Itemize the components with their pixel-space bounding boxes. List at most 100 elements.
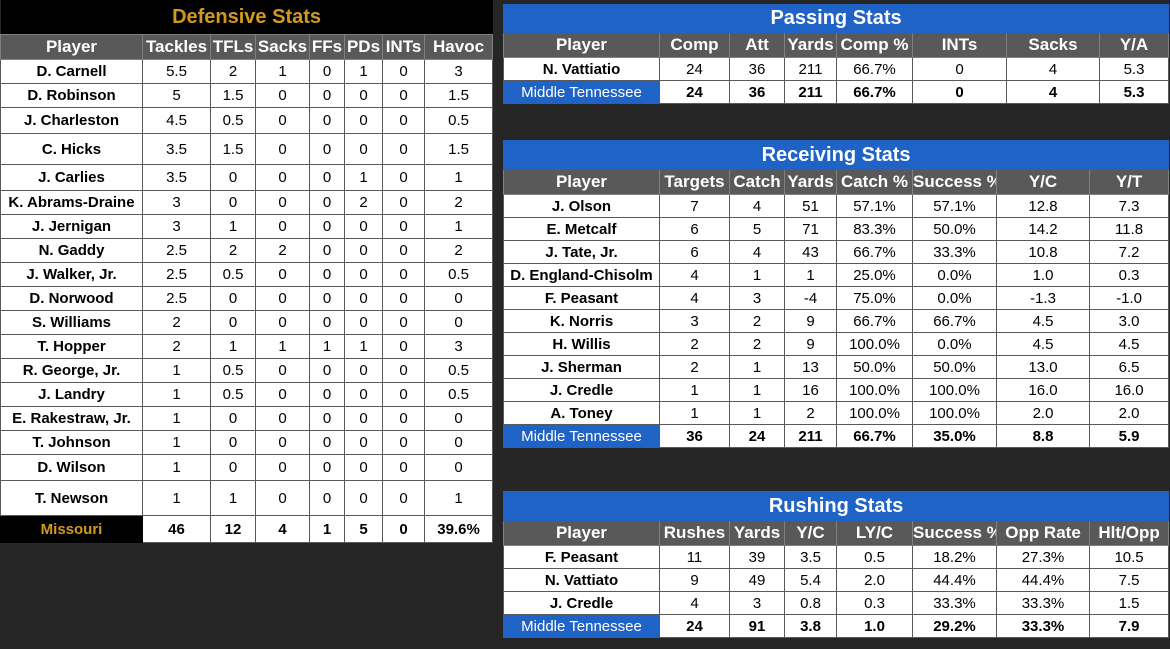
stat-cell: 33.3% xyxy=(996,591,1090,615)
stat-cell: 4.5 xyxy=(142,107,211,134)
stat-cell: 0.5 xyxy=(423,358,494,383)
stat-cell: 0 xyxy=(255,358,310,383)
stat-cell: 2 xyxy=(423,190,494,215)
stat-cell: 100.0% xyxy=(912,378,997,402)
table-row: S. Williams 2 0 0 0 0 0 0 xyxy=(0,310,494,335)
table-row: D. Norwood 2.5 0 0 0 0 0 0 xyxy=(0,286,494,311)
column-header: Targets xyxy=(659,169,730,195)
stat-cell: 0 xyxy=(255,480,310,516)
stat-cell: 2 xyxy=(142,310,211,335)
passing-stats-title: Passing Stats xyxy=(502,4,1170,33)
column-header: Player xyxy=(503,169,660,195)
defensive-total: Missouri 46 12 4 1 5 0 39.6% xyxy=(0,515,494,543)
stat-cell: 27.3% xyxy=(996,545,1090,569)
stat-cell: 0 xyxy=(210,406,256,431)
stat-cell: 2.5 xyxy=(142,262,211,287)
stat-cell: 0 xyxy=(309,382,345,407)
player-name: T. Hopper xyxy=(0,334,143,359)
player-name: S. Williams xyxy=(0,310,143,335)
column-header: INTs xyxy=(382,34,425,60)
stat-cell: 0 xyxy=(210,190,256,215)
column-header: Success % xyxy=(912,169,997,195)
stat-cell: 25.0% xyxy=(836,263,913,287)
stat-cell: 0.5 xyxy=(210,107,256,134)
player-name: E. Metcalf xyxy=(503,217,660,241)
stat-cell: 0 xyxy=(255,406,310,431)
stat-cell: 0 xyxy=(309,262,345,287)
stat-cell: 0 xyxy=(255,382,310,407)
stat-cell: 0 xyxy=(382,83,425,108)
player-name: D. Wilson xyxy=(0,454,143,481)
stat-cell: 0 xyxy=(382,358,425,383)
table-row: J. Jernigan 3 1 0 0 0 0 1 xyxy=(0,214,494,239)
stat-cell: 2.5 xyxy=(142,286,211,311)
column-header: Comp % xyxy=(836,32,913,58)
stat-cell: 2.5 xyxy=(142,238,211,263)
stat-cell: 0 xyxy=(344,83,383,108)
stat-cell: 4.5 xyxy=(996,309,1090,333)
stat-cell: 9 xyxy=(784,309,837,333)
stat-cell: 50.0% xyxy=(912,355,997,379)
stat-cell: 0 xyxy=(382,310,425,335)
stat-cell: 0 xyxy=(255,190,310,215)
team-name: Missouri xyxy=(0,515,143,543)
table-row: K. Norris 3 2 9 66.7% 66.7% 4.5 3.0 xyxy=(503,309,1170,333)
stat-cell: 1 xyxy=(210,214,256,239)
stat-cell: 0 xyxy=(255,107,310,134)
stat-cell: 0.5 xyxy=(210,358,256,383)
stat-cell: 10.8 xyxy=(996,240,1090,264)
stat-cell: 0 xyxy=(210,310,256,335)
total-cell: 211 xyxy=(784,424,837,448)
stat-cell: 0.5 xyxy=(836,545,913,569)
stat-cell: 1 xyxy=(729,355,785,379)
player-name: J. Landry xyxy=(0,382,143,407)
stat-cell: 0 xyxy=(423,406,494,431)
column-header: Sacks xyxy=(255,34,310,60)
stat-cell: 66.7% xyxy=(836,57,913,81)
stat-cell: 5.5 xyxy=(142,59,211,84)
total-cell: 5.3 xyxy=(1098,80,1170,104)
column-header: Y/T xyxy=(1088,169,1170,195)
stat-cell: 0.5 xyxy=(210,382,256,407)
stat-cell: 1 xyxy=(210,480,256,516)
stat-cell: 51 xyxy=(784,194,837,218)
total-cell: 24 xyxy=(659,614,730,638)
player-name: J. Carlies xyxy=(0,164,143,191)
player-name: C. Hicks xyxy=(0,133,143,165)
stat-cell: 0 xyxy=(309,480,345,516)
stat-cell: 16 xyxy=(784,378,837,402)
table-row: A. Toney 1 1 2 100.0% 100.0% 2.0 2.0 xyxy=(503,401,1170,425)
stat-cell: 0 xyxy=(382,382,425,407)
total-cell: 35.0% xyxy=(912,424,997,448)
player-name: D. Robinson xyxy=(0,83,143,108)
table-row: J. Tate, Jr. 6 4 43 66.7% 33.3% 10.8 7.2 xyxy=(503,240,1170,264)
stat-cell: 3.5 xyxy=(142,164,211,191)
stat-cell: 6.5 xyxy=(1088,355,1170,379)
stat-cell: 0 xyxy=(309,406,345,431)
stat-cell: 2 xyxy=(729,332,785,356)
stat-cell: 0 xyxy=(382,133,425,165)
stat-cell: 43 xyxy=(784,240,837,264)
player-name: N. Gaddy xyxy=(0,238,143,263)
stat-cell: 0 xyxy=(344,107,383,134)
table-row: J. Credle 1 1 16 100.0% 100.0% 16.0 16.0 xyxy=(503,378,1170,402)
stat-cell: 1 xyxy=(729,263,785,287)
table-row: T. Newson 1 1 0 0 0 0 1 xyxy=(0,480,494,516)
stat-cell: -4 xyxy=(784,286,837,310)
total-cell: 0 xyxy=(912,80,1007,104)
stat-cell: 4.5 xyxy=(996,332,1090,356)
stat-cell: 1 xyxy=(255,334,310,359)
stat-cell: 1.5 xyxy=(210,83,256,108)
total-cell: 1.0 xyxy=(836,614,913,638)
stat-cell: 44.4% xyxy=(912,568,997,592)
stat-cell: 2 xyxy=(423,238,494,263)
stat-cell: 12.8 xyxy=(996,194,1090,218)
player-name: F. Peasant xyxy=(503,545,660,569)
defensive-body: D. Carnell 5.5 2 1 0 1 0 3 D. Robinson 5 1.5 0 0 0 0 1.… xyxy=(0,59,494,516)
stat-cell: 7 xyxy=(659,194,730,218)
stat-cell: 2.0 xyxy=(996,401,1090,425)
column-header: Player xyxy=(0,34,143,60)
stat-cell: 4 xyxy=(1006,57,1100,81)
receiving-stats-table: Receiving Stats Player Targets Catch Yards C… xyxy=(502,140,1170,448)
table-row: F. Peasant 4 3 -4 75.0% 0.0% -1.3 -1.0 xyxy=(503,286,1170,310)
